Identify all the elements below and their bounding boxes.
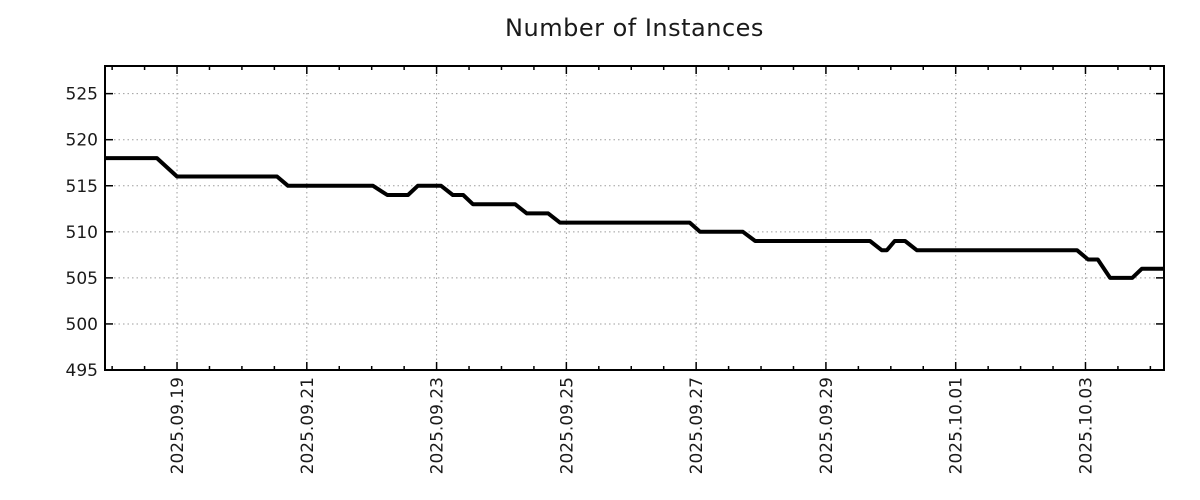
y-tick-label: 515 bbox=[66, 177, 98, 197]
x-tick-label: 2025.10.03 bbox=[1076, 377, 1096, 474]
plot-border bbox=[104, 65, 1165, 371]
data-line bbox=[105, 156, 1164, 280]
y-tick-label: 500 bbox=[66, 315, 98, 335]
y-tick-label: 495 bbox=[66, 361, 98, 381]
y-tick-label: 505 bbox=[66, 269, 98, 289]
x-tick-label: 2025.10.01 bbox=[947, 377, 967, 474]
chart-title: Number of Instances bbox=[505, 14, 764, 42]
x-tick-label: 2025.09.21 bbox=[298, 377, 318, 474]
y-tick-label: 525 bbox=[66, 85, 98, 105]
x-tick-label: 2025.09.23 bbox=[428, 377, 448, 474]
x-tick-label: 2025.09.27 bbox=[687, 377, 707, 474]
x-tick-label: 2025.09.29 bbox=[817, 377, 837, 474]
y-tick-label: 510 bbox=[66, 223, 98, 243]
x-tick-label: 2025.09.25 bbox=[557, 377, 577, 474]
y-tick-label: 520 bbox=[66, 131, 98, 151]
x-tick-label: 2025.09.19 bbox=[168, 377, 188, 474]
